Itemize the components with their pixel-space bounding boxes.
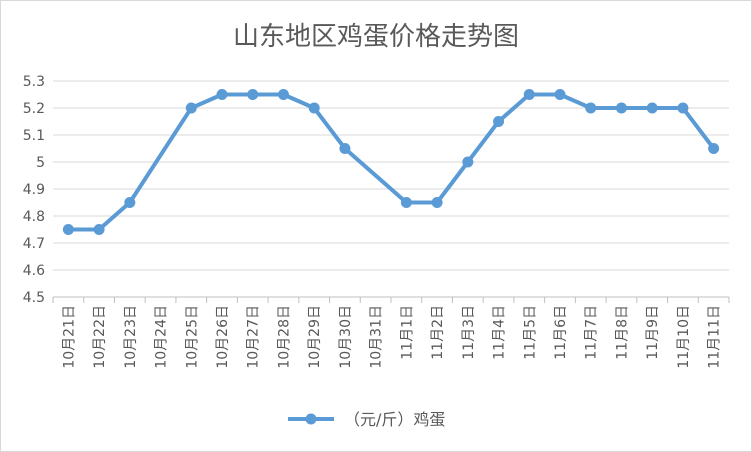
chart-title: 山东地区鸡蛋价格走势图	[233, 22, 519, 52]
data-point	[523, 89, 535, 100]
data-point	[400, 197, 412, 208]
legend-label: （元/斤）鸡蛋	[344, 410, 445, 429]
data-point	[646, 102, 658, 114]
y-tick-label: 4.9	[23, 182, 45, 198]
data-point	[62, 224, 74, 235]
data-point	[585, 102, 597, 114]
y-tick-label: 5	[36, 155, 45, 171]
x-tick-label: 10月27日	[246, 305, 262, 369]
x-tick-label: 11月6日	[553, 305, 569, 360]
data-point	[216, 89, 228, 100]
x-tick-label: 11月3日	[461, 305, 477, 360]
x-tick-label: 11月8日	[614, 305, 630, 360]
x-tick-label: 10月28日	[276, 305, 292, 369]
y-tick-label: 5.1	[23, 128, 45, 144]
x-tick-label: 11月5日	[522, 305, 538, 360]
x-tick-label: 10月30日	[338, 305, 354, 369]
y-tick-label: 5.3	[23, 74, 45, 90]
data-point	[308, 102, 320, 114]
x-tick-label: 11月4日	[492, 305, 508, 360]
y-tick-label: 4.5	[23, 290, 45, 306]
data-point	[677, 102, 689, 114]
legend-marker-icon	[305, 413, 317, 425]
data-point	[185, 102, 197, 114]
y-tick-label: 4.8	[23, 209, 45, 225]
x-tick-label: 10月25日	[184, 305, 200, 369]
data-point	[93, 224, 105, 235]
data-point	[124, 197, 136, 208]
x-tick-label: 11月9日	[645, 305, 661, 360]
x-tick-label: 10月22日	[92, 305, 108, 369]
data-point	[339, 143, 351, 154]
y-axis: 5.3 5.2 5.1 5 4.9 4.8 4.7 4.6 4.5	[23, 74, 45, 306]
x-tick-label: 10月26日	[215, 305, 231, 369]
x-tick-label: 10月24日	[154, 305, 170, 369]
series-layer	[62, 89, 720, 235]
x-tick-label: 10月29日	[307, 305, 323, 369]
data-point	[708, 143, 720, 154]
x-axis: 10月21日 10月22日 10月23日 10月24日 10月25日 10月26日 10月2…	[52, 297, 730, 369]
x-tick-label: 10月23日	[123, 305, 139, 369]
x-tick-label: 11月10日	[676, 305, 692, 369]
data-point	[247, 89, 259, 100]
x-tick-label: 11月1日	[399, 305, 415, 360]
x-tick-label: 10月31日	[369, 305, 385, 369]
data-point	[277, 89, 289, 100]
data-point	[615, 102, 627, 114]
y-tick-label: 4.6	[23, 263, 45, 279]
data-point	[554, 89, 566, 100]
data-point	[431, 197, 443, 208]
x-tick-label: 10月21日	[61, 305, 77, 369]
data-point	[462, 156, 474, 168]
data-point	[493, 116, 505, 127]
legend: （元/斤）鸡蛋	[288, 410, 445, 429]
x-tick-label: 11月7日	[584, 305, 600, 360]
x-tick-label: 11月2日	[430, 305, 446, 360]
x-tick-label: 11月11日	[707, 305, 723, 369]
y-tick-label: 4.7	[23, 236, 45, 252]
y-tick-label: 5.2	[23, 101, 45, 117]
